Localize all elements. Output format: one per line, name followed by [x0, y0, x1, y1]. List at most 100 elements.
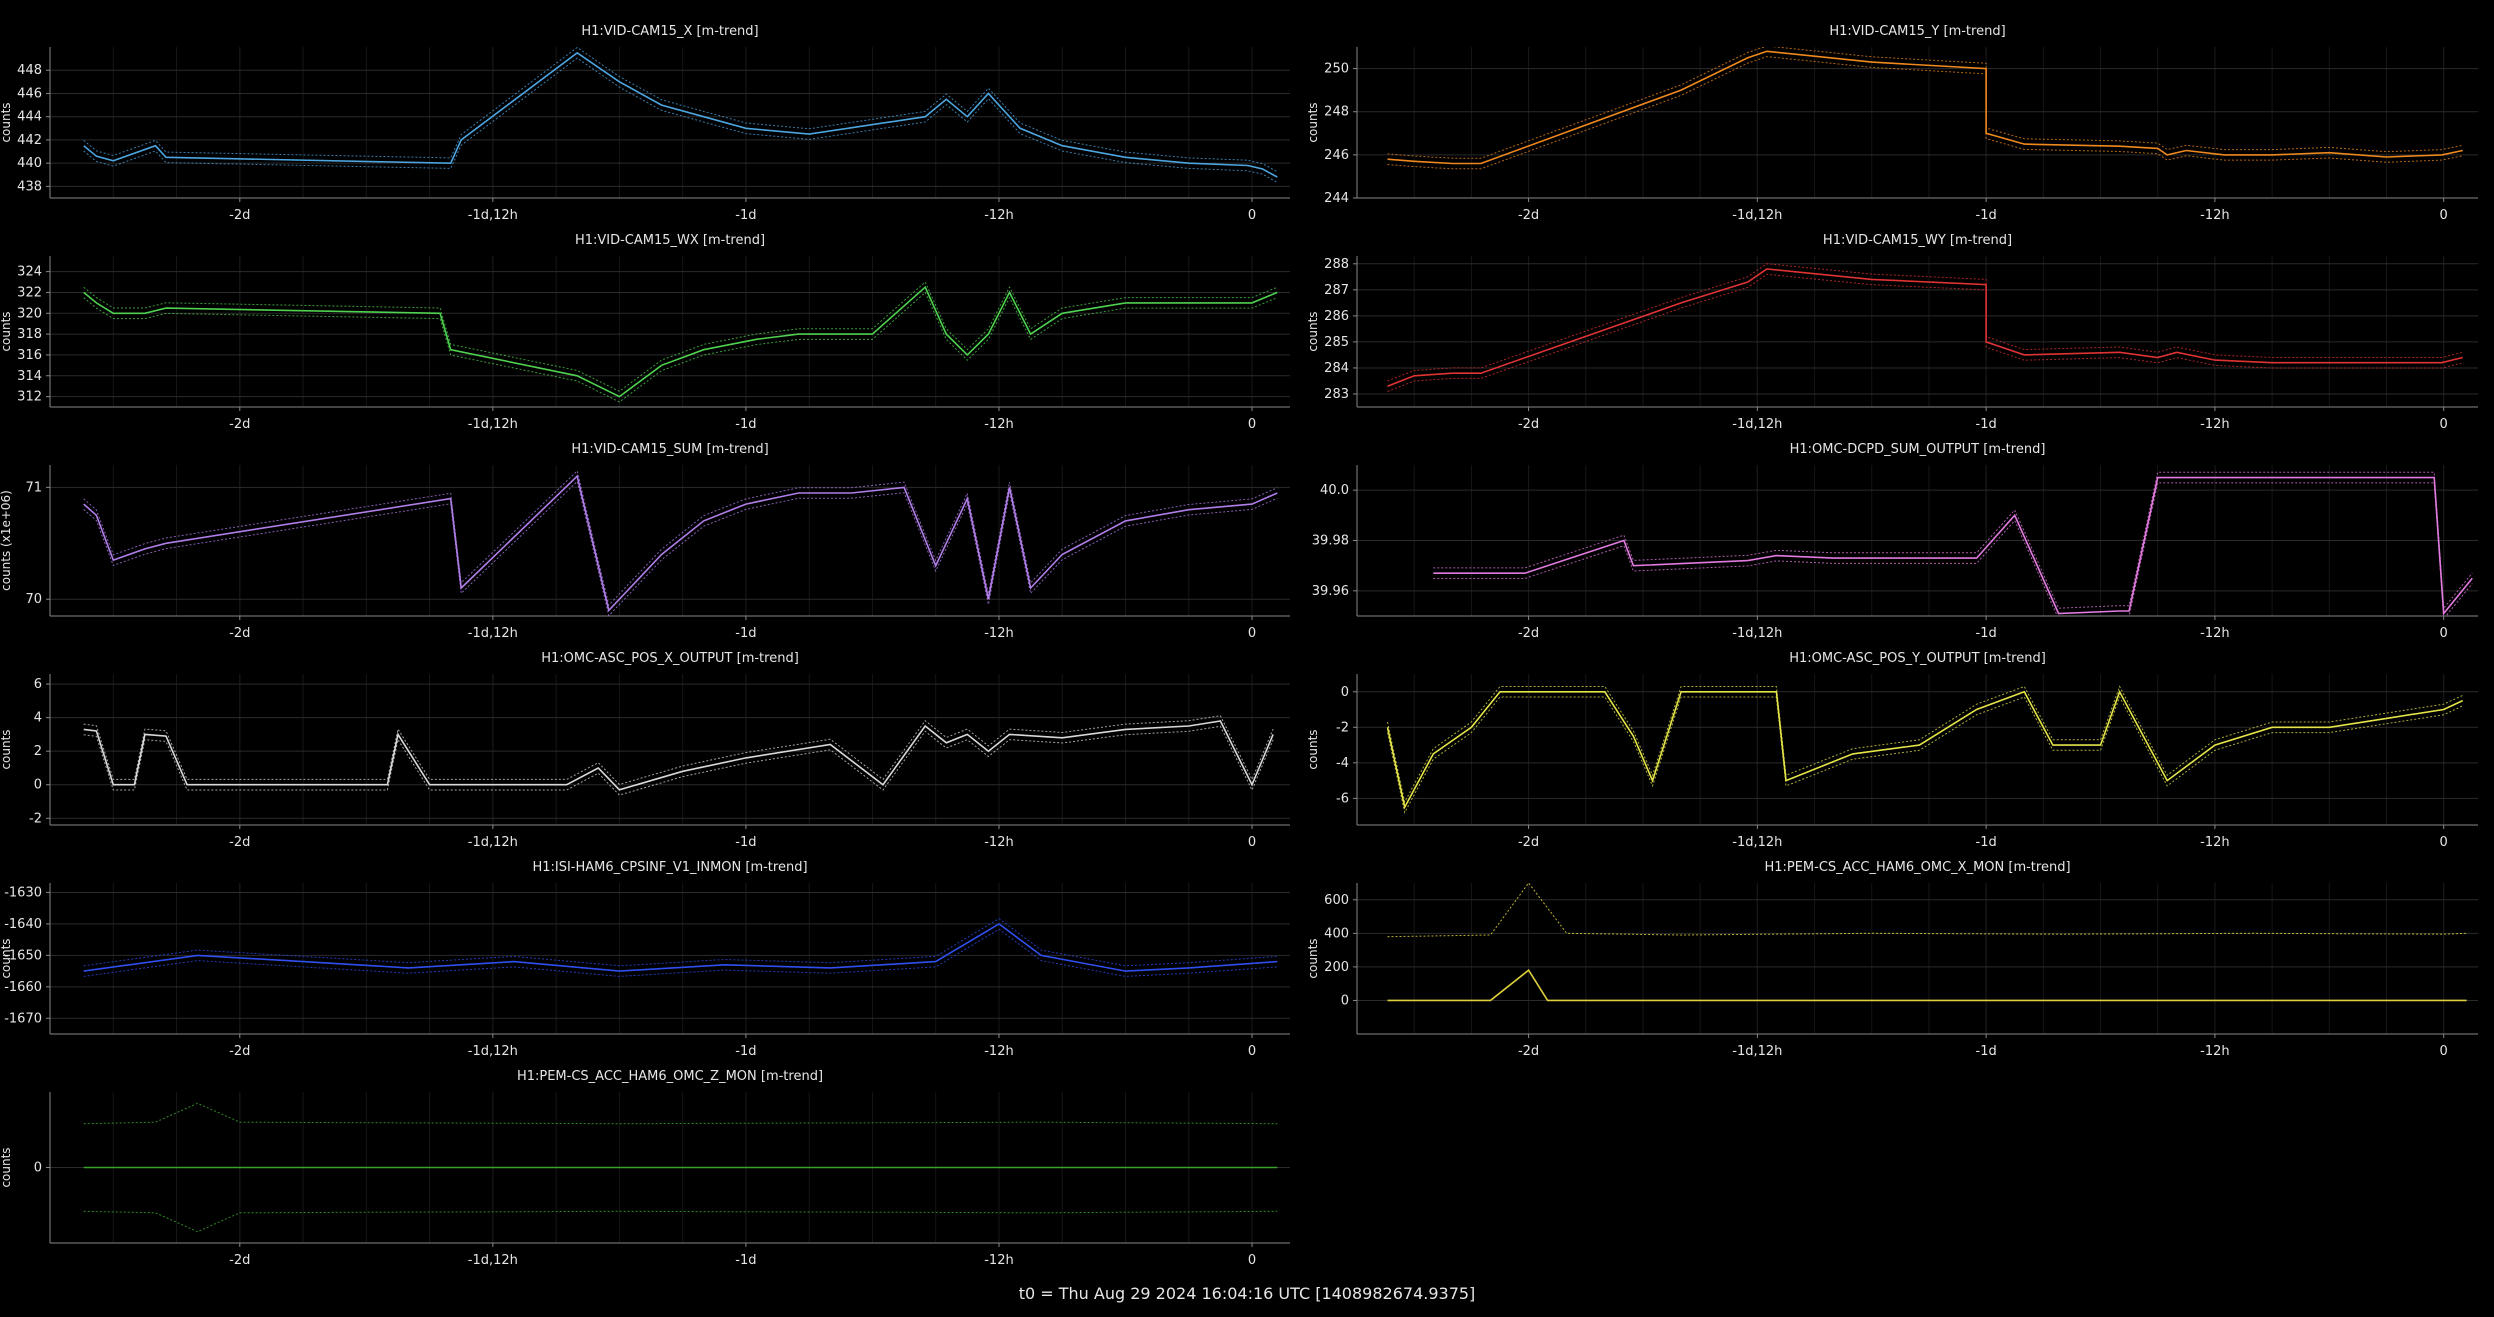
x-tick-label: -12h — [984, 208, 1013, 223]
y-tick-label: 438 — [17, 179, 42, 194]
y-tick-label: 446 — [17, 86, 42, 101]
series-mean-line — [1387, 50, 2463, 165]
x-tick-label: -1d — [1976, 417, 1997, 432]
y-tick-label: 246 — [1324, 148, 1349, 163]
chart-title: H1:PEM-CS_ACC_HAM6_OMC_X_MON [m-trend] — [1764, 860, 2070, 875]
y-tick-label: -1640 — [4, 917, 42, 932]
series-min-line — [1433, 482, 2473, 616]
series-max-line — [1387, 685, 2463, 804]
y-tick-label: 318 — [17, 327, 42, 342]
x-tick-label: -1d,12h — [1732, 208, 1782, 223]
y-tick-label: 70 — [25, 592, 42, 607]
y-tick-label: 287 — [1324, 283, 1349, 298]
chart-title: H1:VID-CAM15_X [m-trend] — [581, 24, 758, 39]
x-tick-label: -1d — [735, 835, 756, 850]
chart-title: H1:ISI-HAM6_CPSINF_V1_INMON [m-trend] — [532, 860, 807, 875]
x-tick-label: -12h — [984, 835, 1013, 850]
series-mean-line — [83, 720, 1274, 791]
grid — [50, 883, 1290, 1034]
x-tick-label: -2d — [1518, 626, 1539, 641]
y-tick-label: 4 — [34, 711, 42, 726]
series-max-line — [83, 715, 1274, 786]
series-max-line — [1387, 263, 2463, 382]
x-tick-label: 0 — [2440, 208, 2448, 223]
x-tick-label: -1d — [1976, 835, 1997, 850]
series-max-line — [83, 1102, 1278, 1125]
x-tick-label: -12h — [2200, 835, 2229, 850]
x-tick-label: -1d,12h — [468, 1044, 518, 1059]
series-group — [83, 715, 1274, 796]
y-axis-label: counts — [1306, 729, 1320, 769]
series-group — [83, 1102, 1278, 1233]
chart-title: H1:OMC-ASC_POS_X_OUTPUT [m-trend] — [541, 651, 799, 666]
y-tick-label: 2 — [34, 744, 42, 759]
grid — [50, 47, 1290, 198]
x-tick-label: 0 — [1248, 1044, 1256, 1059]
y-tick-label: 314 — [17, 369, 42, 384]
series-group — [83, 917, 1278, 977]
x-tick-label: -12h — [2200, 208, 2229, 223]
plot-canvas: H1:VID-CAM15_X [m-trend] counts -2d -1d,12h… — [0, 24, 2478, 1268]
x-tick-label: -12h — [984, 1253, 1013, 1268]
y-axis-label: counts — [1306, 102, 1320, 142]
grid — [50, 256, 1290, 407]
y-tick-label: 440 — [17, 156, 42, 171]
y-tick-label: 71 — [25, 480, 42, 495]
x-tick-label: 0 — [1248, 1253, 1256, 1268]
y-tick-label: 316 — [17, 348, 42, 363]
chart-panel-4: H1:VID-CAM15_WY [m-trend] counts -2d -1d,12… — [1306, 233, 2478, 432]
y-tick-label: 286 — [1324, 309, 1349, 324]
y-tick-label: 324 — [17, 265, 42, 280]
x-tick-label: -2d — [229, 417, 250, 432]
grid — [1357, 256, 2478, 407]
x-tick-label: -12h — [2200, 626, 2229, 641]
y-tick-label: 312 — [17, 390, 42, 405]
y-tick-label: 200 — [1324, 960, 1349, 975]
series-group — [83, 281, 1278, 403]
grid — [50, 674, 1290, 825]
series-min-line — [83, 291, 1278, 403]
y-axis-label: counts — [1306, 938, 1320, 978]
y-tick-label: 0 — [34, 778, 42, 793]
series-mean-line — [83, 922, 1278, 972]
y-axis-label: counts — [0, 1147, 13, 1187]
y-tick-label: 322 — [17, 285, 42, 300]
chart-panel-6: H1:OMC-DCPD_SUM_OUTPUT [m-trend] -2d -1d,1… — [1312, 442, 2478, 641]
x-tick-label: 0 — [1248, 835, 1256, 850]
x-tick-label: -1d — [1976, 626, 1997, 641]
x-tick-label: 0 — [1248, 626, 1256, 641]
x-tick-label: -1d — [735, 208, 756, 223]
x-tick-label: 0 — [2440, 417, 2448, 432]
chart-title: H1:VID-CAM15_WY [m-trend] — [1823, 233, 2012, 248]
grid — [1357, 674, 2478, 825]
x-tick-label: -12h — [2200, 417, 2229, 432]
chart-panel-3: H1:VID-CAM15_WX [m-trend] counts -2d -1d,12… — [0, 233, 1290, 432]
x-tick-label: -2d — [229, 1253, 250, 1268]
y-tick-label: -2 — [1336, 720, 1349, 735]
y-tick-label: 600 — [1324, 893, 1349, 908]
chart-panel-9: H1:ISI-HAM6_CPSINF_V1_INMON [m-trend] cou… — [0, 860, 1290, 1059]
series-group — [1386, 685, 2464, 814]
y-tick-label: 283 — [1324, 387, 1349, 402]
series-max-line — [83, 281, 1278, 392]
x-tick-label: -2d — [229, 626, 250, 641]
x-tick-label: -2d — [1518, 417, 1539, 432]
y-axis-label: counts — [0, 102, 13, 142]
series-max-line — [1387, 883, 2467, 938]
series-mean-line — [1387, 969, 2467, 1002]
x-tick-label: -12h — [984, 626, 1013, 641]
x-tick-label: -2d — [1518, 1044, 1539, 1059]
series-mean-line — [1387, 268, 2463, 387]
series-min-line — [83, 928, 1278, 977]
series-max-line — [83, 469, 1278, 607]
x-tick-label: 0 — [1248, 417, 1256, 432]
chart-panel-5: H1:VID-CAM15_SUM [m-trend] counts (x1e+06… — [0, 442, 1290, 641]
y-tick-label: 244 — [1324, 191, 1349, 206]
series-max-line — [1433, 471, 2473, 610]
series-max-line — [83, 917, 1278, 967]
chart-title: H1:OMC-ASC_POS_Y_OUTPUT [m-trend] — [1789, 651, 2046, 666]
x-tick-label: 0 — [1248, 208, 1256, 223]
y-tick-label: -1670 — [4, 1011, 42, 1026]
y-axis-label: counts — [0, 729, 13, 769]
